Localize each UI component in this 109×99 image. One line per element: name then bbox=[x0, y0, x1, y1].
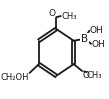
Text: O: O bbox=[49, 9, 56, 18]
Text: CH₂OH: CH₂OH bbox=[1, 73, 29, 82]
Text: O: O bbox=[82, 71, 89, 80]
Text: CH₃: CH₃ bbox=[87, 71, 102, 80]
Text: OH: OH bbox=[90, 26, 103, 35]
Text: CH₃: CH₃ bbox=[61, 12, 77, 21]
Text: OH: OH bbox=[92, 40, 106, 49]
Text: B: B bbox=[81, 34, 88, 44]
